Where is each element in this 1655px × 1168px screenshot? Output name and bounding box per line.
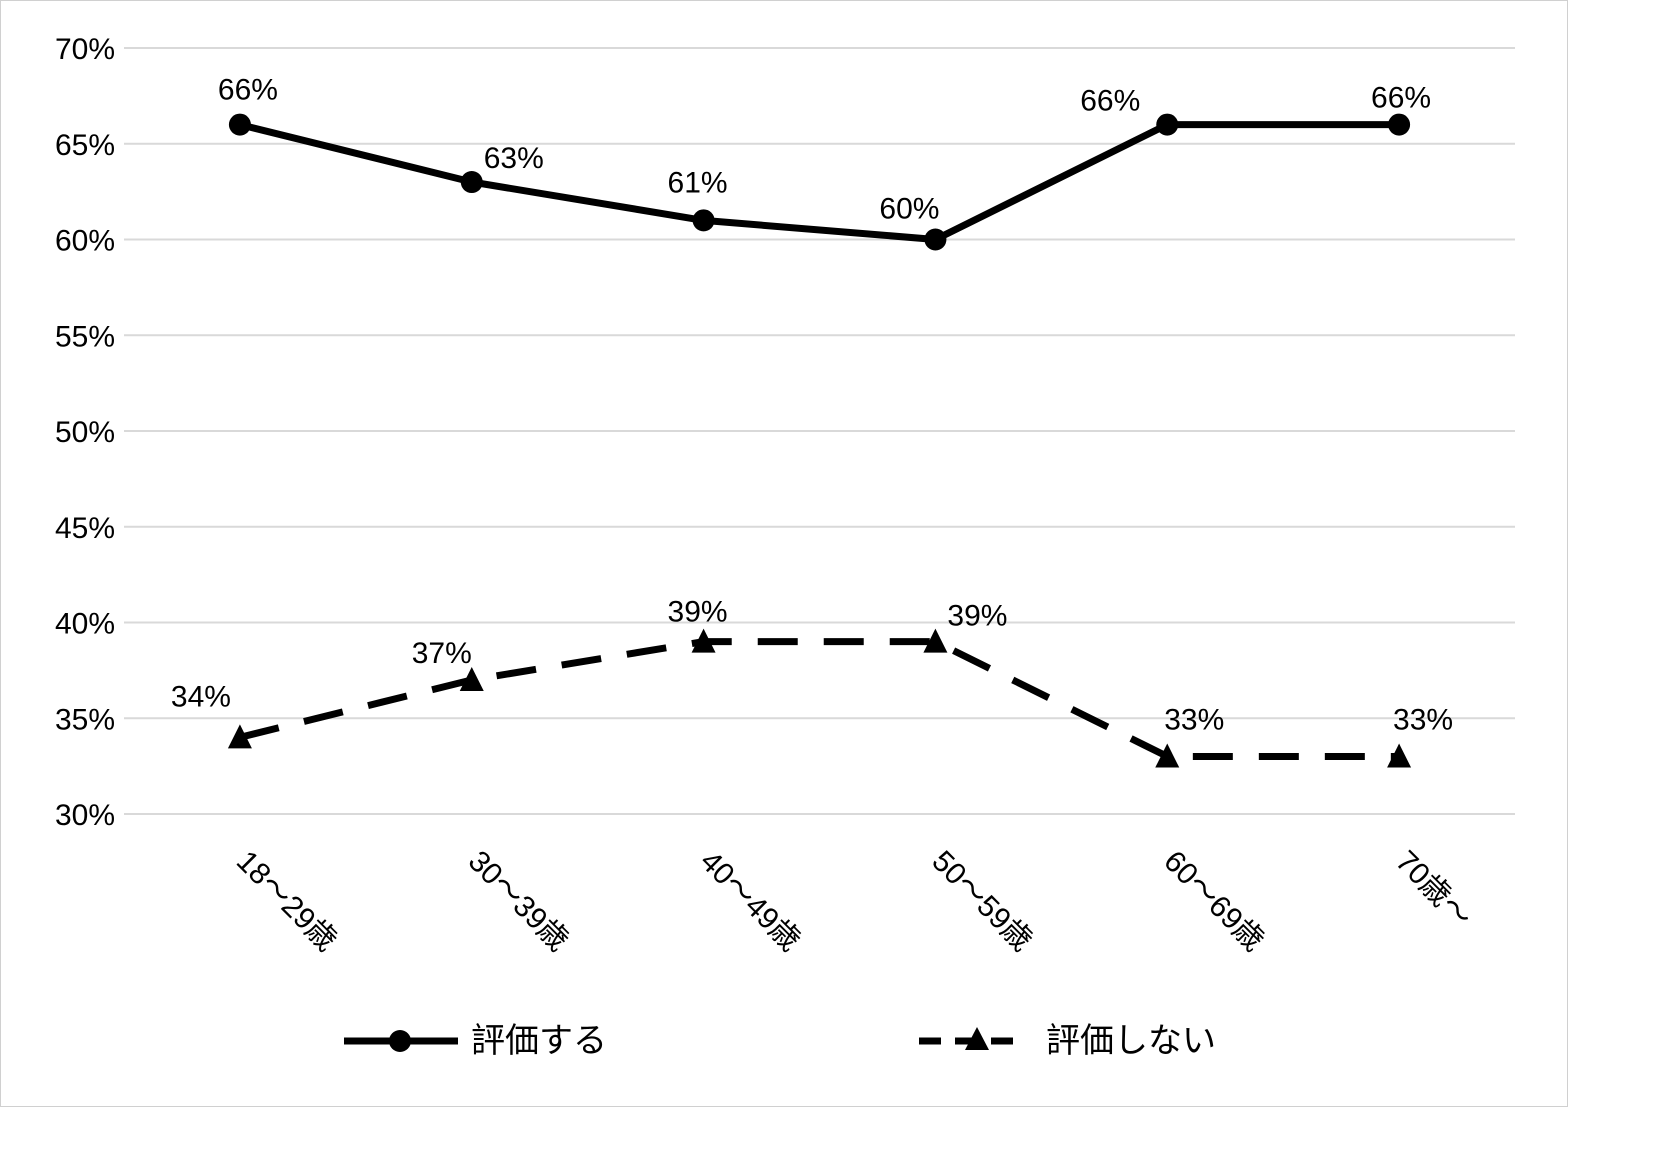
- data-point-circle: [692, 209, 715, 232]
- legend-label-series-1: 評価しない: [1046, 1022, 1216, 1060]
- data-label: 61%: [668, 166, 728, 199]
- y-tick-label: 55%: [55, 320, 115, 353]
- series-lines: [227, 113, 1412, 768]
- line-chart: 30% 35% 40% 45% 50% 55% 60% 65% 70% 18～29歳 30～39歳…: [55, 33, 1515, 1060]
- y-axis-tick-labels: 30% 35% 40% 45% 50% 55% 60% 65% 70%: [55, 33, 115, 832]
- series-line-0: [239, 121, 1400, 243]
- series-line-1: [239, 638, 1400, 760]
- y-tick-label: 45%: [55, 512, 115, 545]
- data-point-triangle: [691, 628, 716, 653]
- y-tick-label: 35%: [55, 703, 115, 736]
- y-tick-label: 70%: [55, 33, 115, 66]
- data-point-circle: [1388, 113, 1411, 136]
- x-category-label: 30～39歳: [462, 845, 575, 958]
- data-point-circle: [228, 113, 251, 136]
- x-axis-category-labels: 18～29歳 30～39歳 40～49歳 50～59歳 60～69歳 70歳～: [230, 845, 1479, 958]
- data-point-triangle: [1155, 743, 1180, 768]
- chart-frame: 30% 35% 40% 45% 50% 55% 60% 65% 70% 18～29歳 30～39歳…: [0, 0, 1568, 1107]
- y-tick-label: 40%: [55, 608, 115, 641]
- data-point-triangle: [459, 666, 484, 691]
- data-label: 39%: [947, 600, 1007, 633]
- data-point-triangle: [1387, 743, 1412, 768]
- data-point-circle: [924, 228, 947, 251]
- y-tick-label: 50%: [55, 416, 115, 449]
- x-category-label: 18～29歳: [230, 845, 343, 958]
- data-label: 66%: [1080, 85, 1140, 118]
- data-label: 39%: [668, 596, 728, 629]
- data-point-triangle: [227, 724, 252, 749]
- x-category-label: 50～59歳: [925, 845, 1038, 958]
- gridlines: [124, 47, 1515, 815]
- legend-item-series-0: 評価する: [344, 1022, 607, 1060]
- data-labels: 66% 63% 61% 60% 66% 66% 34% 37% 39% 39% 33% 33%: [171, 74, 1453, 737]
- y-tick-label: 65%: [55, 129, 115, 162]
- data-point-triangle: [923, 628, 948, 653]
- data-label: 33%: [1164, 704, 1224, 737]
- legend-marker-circle: [389, 1030, 411, 1052]
- data-point-circle: [1156, 113, 1179, 136]
- data-label: 63%: [484, 142, 544, 175]
- legend-item-series-1: 評価しない: [919, 1022, 1216, 1060]
- y-tick-label: 30%: [55, 799, 115, 832]
- x-category-label: 70歳～: [1389, 845, 1478, 934]
- data-label: 37%: [412, 637, 472, 670]
- data-label: 60%: [879, 193, 939, 226]
- y-tick-label: 60%: [55, 225, 115, 258]
- x-category-label: 60～69歳: [1157, 845, 1270, 958]
- data-label: 66%: [218, 74, 278, 107]
- data-label: 34%: [171, 680, 231, 713]
- legend-label-series-0: 評価する: [471, 1022, 607, 1060]
- x-category-label: 40～49歳: [694, 845, 807, 958]
- legend: 評価する 評価しない: [344, 1022, 1216, 1060]
- data-point-circle: [460, 171, 483, 194]
- legend-marker-triangle: [965, 1027, 989, 1050]
- data-label: 33%: [1393, 704, 1453, 737]
- data-label: 66%: [1371, 82, 1431, 115]
